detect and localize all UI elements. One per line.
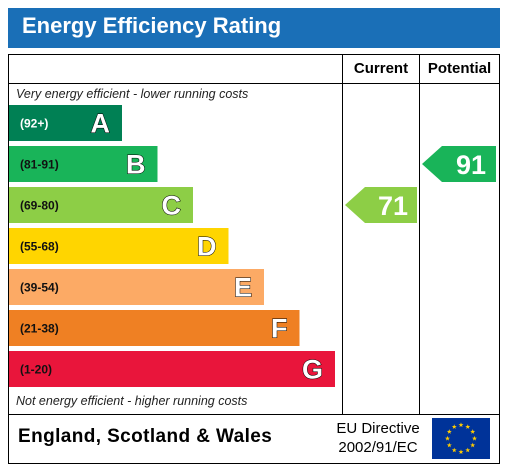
outer-border <box>8 54 500 464</box>
band-letter-b: B <box>126 150 146 180</box>
title-bar <box>8 8 500 48</box>
eu-star <box>446 442 452 448</box>
eu-star <box>470 429 476 434</box>
band-bar-c <box>9 187 193 223</box>
band-bar-e <box>9 269 264 305</box>
band-bar-g <box>9 351 335 387</box>
eu-star <box>451 424 457 429</box>
band-letter-d: D <box>197 232 217 262</box>
band-bar-f <box>9 310 300 346</box>
eu-flag-icon <box>432 418 490 459</box>
potential-rating-arrow <box>422 146 496 182</box>
band-bar-a <box>9 105 122 141</box>
country-label: England, Scotland & Wales <box>18 426 273 447</box>
eu-star <box>458 449 464 455</box>
eu-star <box>446 429 452 434</box>
band-bar-d <box>9 228 229 264</box>
band-letter-e: E <box>234 273 252 303</box>
band-range-a: (92+) <box>20 117 48 131</box>
potential-rating-value: 91 <box>456 150 486 180</box>
directive-line1: EU Directive <box>336 420 420 437</box>
eu-star <box>465 424 471 429</box>
band-range-f: (21-38) <box>20 322 59 336</box>
band-letter-c: C <box>162 191 182 221</box>
band-letter-g: G <box>302 355 323 385</box>
current-rating-value: 71 <box>378 191 408 221</box>
eu-star <box>445 435 450 441</box>
bottom-caption: Not energy efficient - higher running co… <box>16 394 248 408</box>
eu-star <box>451 447 457 453</box>
band-letter-f: F <box>271 314 288 344</box>
eu-star <box>465 447 471 453</box>
eu-star <box>472 435 477 441</box>
eu-star <box>458 422 464 428</box>
eu-star <box>470 442 476 448</box>
potential-column-header: Potential <box>427 60 492 77</box>
band-bar-b <box>9 146 158 182</box>
band-range-c: (69-80) <box>20 199 59 213</box>
band-range-e: (39-54) <box>20 281 59 295</box>
top-caption: Very energy efficient - lower running co… <box>16 87 249 101</box>
band-range-d: (55-68) <box>20 240 59 254</box>
band-letter-a: A <box>91 109 111 139</box>
band-range-b: (81-91) <box>20 158 59 172</box>
current-rating-arrow <box>345 187 417 223</box>
current-column-header: Current <box>353 60 409 77</box>
band-range-g: (1-20) <box>20 363 52 377</box>
chart-title: Energy Efficiency Rating <box>22 13 282 38</box>
directive-line2: 2002/91/EC <box>338 439 418 456</box>
